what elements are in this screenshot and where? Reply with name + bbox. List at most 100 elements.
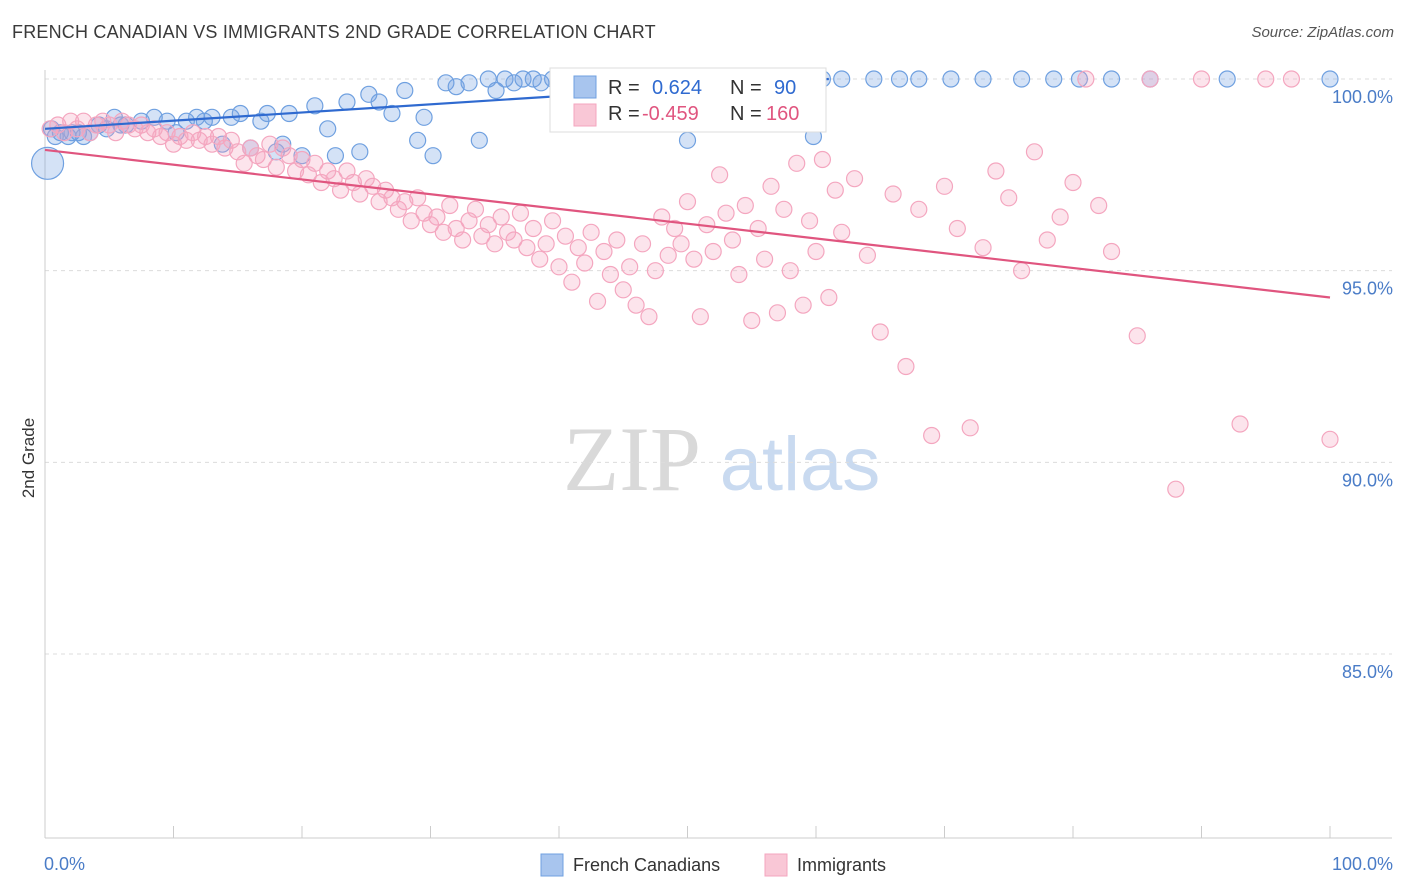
point-french-canadians [678,131,697,149]
point-french-canadians [910,70,928,88]
point-immigrants [595,242,613,261]
point-french-canadians [505,74,523,92]
point-immigrants [730,265,748,284]
trend-line-immigrants [44,148,1331,299]
point-immigrants [621,258,639,276]
y-axis-label: 2nd Grade [19,418,38,498]
point-immigrants [511,204,530,222]
point-immigrants [428,208,446,226]
point-immigrants [884,185,902,203]
point-immigrants [1025,143,1044,161]
stats-n-label-blue: N = [730,77,762,99]
y-tick-label-90: 90.0% [1342,470,1393,490]
point-french-canadians [293,147,311,165]
point-immigrants [1077,70,1095,88]
point-french-canadians [447,78,465,96]
point-french-canadians [306,97,324,115]
point-immigrants [1038,231,1056,249]
point-immigrants [659,246,677,264]
point-french-canadians [437,74,455,92]
point-immigrants [743,311,761,330]
point-french-canadians [974,70,992,88]
point-immigrants [537,235,555,253]
point-french-canadians [1321,70,1339,88]
chart-title: FRENCH CANADIAN VS IMMIGRANTS 2ND GRADE … [12,22,656,42]
point-immigrants [550,258,568,276]
point-immigrants [653,208,671,226]
point-french-canadians [326,147,345,165]
stats-n-label-pink: N = [730,103,762,125]
point-french-canadians [396,81,414,100]
point-immigrants [974,239,992,257]
point-immigrants [987,162,1005,180]
y-tick-label-100: 100.0% [1332,87,1393,107]
point-immigrants [800,212,819,230]
point-immigrants [608,231,626,249]
point-french-canadians [865,70,883,88]
point-french-canadians [1218,70,1236,88]
point-french-canadians [30,146,65,180]
point-immigrants [1231,415,1249,433]
point-immigrants [563,273,581,291]
point-immigrants [775,200,793,218]
point-immigrants [813,150,832,169]
point-immigrants [441,196,459,215]
point-french-canadians [942,70,960,88]
point-immigrants [396,193,414,211]
point-immigrants [640,308,658,326]
point-immigrants [518,239,536,257]
point-immigrants [524,219,542,238]
point-immigrants [582,223,600,241]
point-immigrants [505,231,523,249]
point-immigrants [762,177,780,195]
point-immigrants [1321,430,1339,448]
point-immigrants [601,265,620,284]
stats-r-label-pink: R = [608,103,640,125]
grid-lines [45,78,1392,655]
legend-label-french-canadians: French Canadians [573,855,720,875]
point-immigrants [646,262,664,280]
point-immigrants [1102,242,1121,261]
point-french-canadians [1102,70,1121,88]
point-immigrants [614,281,632,299]
point-french-canadians [460,74,478,92]
point-immigrants [254,150,273,169]
point-immigrants [479,216,497,234]
point-french-canadians [231,104,249,123]
point-immigrants [781,262,799,280]
stats-r-pink: -0.459 [642,103,699,125]
stats-swatch-blue [573,75,597,99]
point-immigrants [678,193,697,211]
point-french-canadians [890,70,909,88]
point-immigrants [711,166,729,184]
point-french-canadians [496,70,514,88]
point-immigrants [306,154,324,172]
point-immigrants [466,200,485,218]
point-french-canadians [833,70,851,88]
point-immigrants [807,242,825,261]
point-immigrants [492,208,510,226]
point-immigrants [691,308,709,326]
series-immigrants [41,70,1339,498]
point-immigrants [261,135,279,153]
point-immigrants [768,304,787,322]
point-immigrants [717,204,735,222]
point-french-canadians [351,143,369,161]
point-immigrants [454,231,472,249]
point-immigrants [1051,208,1069,226]
point-immigrants [736,196,754,215]
watermark-zip: ZIP [563,408,701,510]
stats-n-blue: 90 [774,77,796,99]
point-immigrants [486,235,504,253]
stats-swatch-pink [573,103,597,127]
point-immigrants [267,158,285,176]
stats-legend: R = 0.624 N = 90 R = -0.459 N = 160 [549,67,827,133]
point-immigrants [833,223,851,241]
point-immigrants [576,254,594,272]
point-immigrants [402,212,420,230]
point-immigrants [826,181,844,199]
point-immigrants [755,250,774,268]
point-french-canadians [370,93,388,111]
point-immigrants [788,154,806,172]
point-french-canadians [338,93,356,111]
